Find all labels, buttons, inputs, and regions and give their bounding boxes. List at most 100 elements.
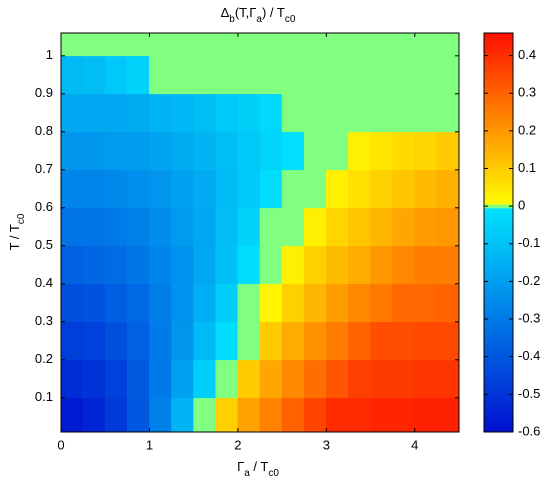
colorbar-swatch — [484, 307, 513, 310]
colorbar-swatch — [484, 251, 513, 254]
chart-title: Δb(T,Γa) / Tc0 — [221, 5, 296, 25]
colorbar-swatch — [484, 188, 513, 192]
heatmap-cell — [281, 93, 305, 133]
colorbar-swatch — [484, 85, 513, 88]
heatmap-cell — [414, 283, 438, 323]
heatmap-cell — [326, 55, 349, 95]
heatmap-cell — [82, 207, 106, 247]
colorbar-swatch — [484, 60, 513, 64]
heatmap-cell — [104, 33, 128, 57]
heatmap-cell — [149, 207, 172, 247]
label-part: Γ — [237, 459, 244, 474]
heatmap-cell — [149, 131, 172, 171]
heatmap-cell — [237, 283, 261, 323]
colorbar-swatch — [484, 284, 513, 288]
colorbar-swatch — [484, 303, 513, 307]
colorbar-swatch — [484, 45, 513, 49]
heatmap-cell — [215, 245, 239, 285]
heatmap-cell — [171, 33, 194, 57]
colorbar-swatch — [484, 217, 513, 220]
colorbar-swatch — [484, 113, 513, 117]
heatmap-cell — [370, 397, 393, 432]
heatmap-cell — [392, 33, 416, 57]
colorbar-swatch — [484, 173, 513, 177]
heatmap-cell — [370, 321, 393, 361]
heatmap-cell — [193, 169, 217, 209]
colorbar-swatch — [484, 77, 513, 81]
heatmap-cell — [326, 169, 349, 209]
colorbar-tick-label: -0.4 — [518, 348, 540, 363]
colorbar-swatch — [484, 74, 513, 77]
colorbar-swatch — [484, 241, 513, 245]
colorbar-swatch — [484, 145, 513, 149]
heatmap-cell — [215, 359, 239, 399]
heatmap-cell — [82, 245, 106, 285]
heatmap-cell — [348, 207, 371, 247]
colorbar-swatch — [484, 343, 513, 346]
heatmap-cell — [414, 245, 438, 285]
colorbar-swatch — [484, 134, 513, 137]
colorbar-swatch — [484, 228, 513, 231]
heatmap-cell — [237, 207, 261, 247]
x-tick-label: 0 — [57, 437, 64, 452]
heatmap-cell — [193, 55, 217, 95]
heatmap-cell — [436, 169, 459, 209]
colorbar-swatch — [484, 149, 513, 152]
colorbar-swatch — [484, 299, 513, 303]
heatmap-cell — [326, 283, 349, 323]
heatmap-cell — [61, 397, 84, 432]
heatmap-cell — [127, 283, 150, 323]
heatmap-cell — [414, 321, 438, 361]
heatmap-cell — [215, 169, 239, 209]
heatmap-cell — [171, 283, 194, 323]
colorbar-tick-label: -0.3 — [518, 311, 540, 326]
colorbar-swatch — [484, 219, 513, 222]
colorbar-tick-label: 0.3 — [518, 85, 536, 100]
heatmap-cell — [127, 397, 150, 432]
heatmap-cell — [392, 93, 416, 133]
heatmap-cell — [281, 131, 305, 171]
colorbar-swatch — [484, 162, 513, 166]
colorbar-swatch — [484, 354, 513, 358]
heatmap-cell — [171, 397, 194, 432]
heatmap-cell — [392, 131, 416, 171]
heatmap-cell — [348, 283, 371, 323]
axes: 0 1 2 3 4 0.1 0.2 0.3 0.4 0.5 0.6 0.7 0.8 0.9 1 — [35, 32, 460, 452]
colorbar-swatch — [484, 301, 513, 305]
heatmap-cell — [237, 359, 261, 399]
colorbar-swatch — [484, 305, 513, 309]
subscript: a — [256, 14, 262, 25]
heatmap-cell — [348, 131, 371, 171]
heatmap-cell — [104, 397, 128, 432]
colorbar-swatch — [484, 170, 513, 173]
colorbar-swatch — [484, 196, 513, 199]
colorbar-swatch — [484, 258, 513, 262]
colorbar-swatch — [484, 104, 513, 107]
colorbar-swatch — [484, 369, 513, 373]
heatmap-cell — [149, 359, 172, 399]
heatmap-cell — [82, 93, 106, 133]
colorbar-swatch — [484, 390, 513, 393]
colorbar-swatch — [484, 94, 513, 98]
colorbar-swatch — [484, 57, 513, 60]
colorbar-swatch — [484, 115, 513, 118]
heatmap-cell — [104, 55, 128, 95]
heatmap-cell — [127, 169, 150, 209]
colorbar-swatch — [484, 341, 513, 344]
heatmap-cell — [215, 55, 239, 95]
heatmap-cell — [171, 169, 194, 209]
colorbar-swatch — [484, 377, 513, 380]
colorbar-swatch — [484, 410, 513, 414]
colorbar-swatch — [484, 75, 513, 79]
heatmap-cell — [193, 33, 217, 57]
colorbar-swatch — [484, 213, 513, 216]
heatmap-cell — [149, 93, 172, 133]
heatmap-cell — [370, 93, 393, 133]
colorbar-swatch — [484, 59, 513, 62]
colorbar-swatch — [484, 347, 513, 350]
colorbar-swatch — [484, 200, 513, 203]
colorbar-swatch — [484, 81, 513, 85]
heatmap-cell — [281, 245, 305, 285]
heatmap-cell — [149, 33, 172, 57]
heatmap-cell — [303, 283, 327, 323]
